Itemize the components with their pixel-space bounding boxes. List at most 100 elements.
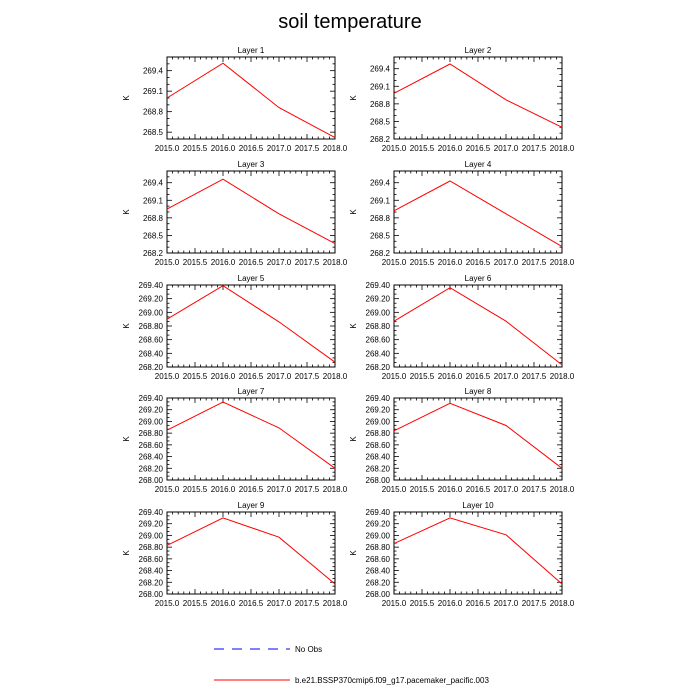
x-tick-label: 2016.0 [211, 599, 236, 608]
y-tick-label: 269.00 [366, 308, 391, 317]
y-tick-label: 268.80 [139, 322, 164, 331]
x-tick-label: 2017.0 [267, 144, 292, 153]
plot-frame [166, 170, 336, 254]
y-tick-label: 268.2 [370, 135, 391, 144]
x-tick-label: 2016.5 [239, 372, 264, 381]
y-tick-label: 268.8 [370, 100, 391, 109]
x-tick-label: 2016.5 [466, 599, 491, 608]
x-tick-label: 2016.5 [239, 144, 264, 153]
y-tick-label: 269.4 [370, 179, 391, 188]
y-axis-label: K [349, 95, 358, 101]
x-tick-label: 2015.5 [183, 485, 208, 494]
x-tick-label: 2018.0 [550, 258, 575, 267]
y-tick-label: 268.60 [139, 441, 164, 450]
x-tick-label: 2017.5 [522, 258, 547, 267]
y-tick-label: 269.4 [370, 65, 391, 74]
x-tick-label: 2015.0 [155, 599, 180, 608]
x-tick-label: 2015.0 [382, 599, 407, 608]
y-tick-label: 269.1 [370, 196, 391, 205]
x-tick-label: 2018.0 [550, 372, 575, 381]
y-tick-label: 268.00 [139, 590, 164, 599]
x-tick-label: 2015.5 [183, 144, 208, 153]
x-tick-label: 2015.0 [155, 258, 180, 267]
y-tick-label: 268.20 [366, 578, 391, 587]
y-tick-label: 268.5 [143, 231, 164, 240]
series-line [166, 178, 336, 245]
y-tick-label: 268.60 [139, 336, 164, 345]
y-tick-label: 269.20 [139, 520, 164, 529]
x-tick-label: 2016.0 [211, 485, 236, 494]
x-tick-label: 2016.5 [466, 144, 491, 153]
panel-title: Layer 9 [238, 501, 265, 510]
y-axis-label: K [122, 323, 131, 329]
x-tick-label: 2017.5 [295, 258, 320, 267]
x-tick-label: 2015.5 [183, 599, 208, 608]
x-tick-label: 2018.0 [323, 599, 348, 608]
panel-title: Layer 8 [465, 387, 492, 396]
series-line [166, 285, 336, 363]
x-tick-label: 2017.0 [267, 485, 292, 494]
y-tick-label: 269.40 [139, 508, 164, 517]
y-axis-label: K [349, 323, 358, 329]
y-tick-label: 268.00 [139, 476, 164, 485]
x-tick-label: 2016.0 [438, 258, 463, 267]
x-tick-label: 2016.5 [466, 258, 491, 267]
x-tick-label: 2015.5 [183, 372, 208, 381]
x-tick-label: 2018.0 [323, 144, 348, 153]
series-line [393, 517, 563, 585]
x-tick-label: 2015.5 [410, 485, 435, 494]
y-tick-label: 268.40 [139, 349, 164, 358]
series-line [166, 517, 336, 585]
y-tick-label: 268.40 [139, 567, 164, 576]
figure-title: soil temperature [278, 11, 421, 33]
x-tick-label: 2017.5 [295, 144, 320, 153]
x-tick-label: 2016.0 [438, 485, 463, 494]
x-tick-label: 2018.0 [550, 599, 575, 608]
x-tick-label: 2015.0 [155, 372, 180, 381]
x-tick-label: 2017.0 [494, 258, 519, 267]
y-tick-label: 268.00 [366, 476, 391, 485]
y-tick-label: 269.1 [370, 82, 391, 91]
x-tick-label: 2015.0 [382, 372, 407, 381]
y-tick-label: 268.60 [366, 555, 391, 564]
x-tick-label: 2017.0 [267, 372, 292, 381]
y-tick-label: 268.20 [139, 464, 164, 473]
panel-title: Layer 7 [238, 387, 265, 396]
y-tick-label: 268.8 [370, 214, 391, 223]
x-tick-label: 2015.0 [382, 144, 407, 153]
x-tick-label: 2015.5 [410, 144, 435, 153]
x-tick-label: 2015.5 [410, 372, 435, 381]
x-tick-label: 2017.0 [267, 599, 292, 608]
y-tick-label: 268.8 [143, 108, 164, 117]
panel-title: Layer 5 [238, 274, 265, 283]
y-axis-label: K [349, 209, 358, 215]
x-tick-label: 2016.0 [438, 372, 463, 381]
y-tick-label: 269.20 [366, 520, 391, 529]
y-tick-label: 268.40 [366, 349, 391, 358]
y-tick-label: 268.20 [139, 363, 164, 372]
y-tick-label: 268.40 [366, 453, 391, 462]
panel-title: Layer 4 [465, 160, 492, 169]
x-tick-label: 2015.5 [410, 258, 435, 267]
plot-frame [393, 284, 563, 368]
x-tick-label: 2017.5 [522, 144, 547, 153]
y-tick-label: 269.00 [139, 308, 164, 317]
x-tick-label: 2016.0 [438, 599, 463, 608]
plot-frame [166, 397, 336, 481]
y-tick-label: 268.20 [366, 363, 391, 372]
plot-frame [166, 284, 336, 368]
y-tick-label: 269.00 [366, 531, 391, 540]
y-tick-label: 268.00 [366, 590, 391, 599]
series-line [166, 62, 336, 139]
y-axis-label: K [122, 95, 131, 101]
x-tick-label: 2016.0 [211, 372, 236, 381]
x-tick-label: 2016.5 [239, 258, 264, 267]
y-tick-label: 268.2 [370, 249, 391, 258]
series-line [393, 287, 563, 366]
